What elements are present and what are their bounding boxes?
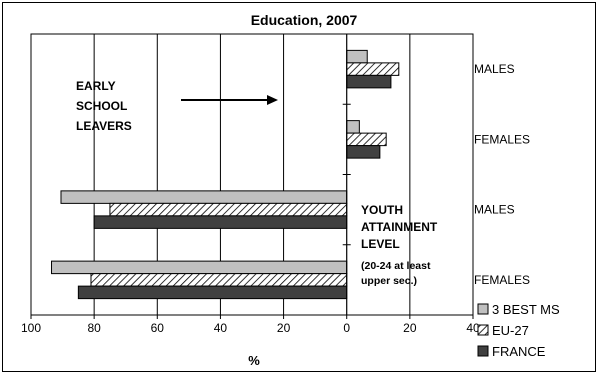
x-axis-label: %	[248, 353, 260, 368]
bar-3-best-ms	[346, 120, 360, 134]
category-label: FEMALES	[474, 132, 530, 146]
x-tick-label: 80	[87, 321, 101, 335]
annotation-youth-attainment-note: (20-24 at least	[361, 260, 431, 272]
bar-eu-27	[90, 273, 348, 287]
bar-3-best-ms	[346, 49, 368, 64]
plot-area-border	[30, 33, 474, 316]
x-tick-label: 0	[343, 321, 350, 335]
x-tick-label: 100	[21, 321, 41, 335]
annotation-early-school-leavers: SCHOOL	[76, 99, 127, 113]
x-tick-label: 40	[466, 321, 480, 335]
x-tick-label: 20	[277, 321, 291, 335]
bar-france	[77, 285, 348, 300]
annotation-early-school-leavers: EARLY	[76, 79, 116, 93]
legend-swatch	[477, 324, 489, 336]
category-label: MALES	[474, 62, 515, 76]
bar-eu-27	[109, 202, 348, 217]
x-tick-label: 40	[214, 321, 228, 335]
bar-3-best-ms	[51, 260, 348, 275]
category-label: FEMALES	[474, 273, 530, 287]
chart-svg: Education, 2007 MALES FEMALES MALES FEMALES…	[21, 12, 560, 368]
legend-swatch	[477, 303, 489, 315]
bar-france	[346, 74, 392, 89]
bar-france	[346, 145, 381, 159]
annotation-youth-attainment: YOUTH	[361, 203, 403, 217]
annotation-youth-attainment-note: upper sec.)	[361, 275, 417, 287]
legend-label: FRANCE	[492, 344, 546, 359]
annotation-early-school-leavers: LEAVERS	[76, 119, 132, 133]
annotation-youth-attainment: LEVEL	[361, 237, 400, 251]
category-label: MALES	[474, 203, 515, 217]
chart-frame: Education, 2007 MALES FEMALES MALES FEMALES…	[2, 2, 596, 372]
bar-eu-27	[346, 62, 400, 76]
annotation-arrowhead	[267, 95, 278, 105]
legend-label: EU-27	[492, 323, 529, 338]
bar-3-best-ms	[60, 190, 348, 204]
bar-eu-27	[346, 132, 387, 147]
annotation-youth-attainment: ATTAINMENT	[361, 220, 438, 234]
bar-france	[93, 215, 348, 229]
x-tick-label: 20	[403, 321, 417, 335]
legend-swatch	[477, 345, 489, 357]
x-tick-label: 60	[151, 321, 165, 335]
chart-title: Education, 2007	[251, 12, 358, 28]
legend-label: 3 BEST MS	[492, 302, 560, 317]
